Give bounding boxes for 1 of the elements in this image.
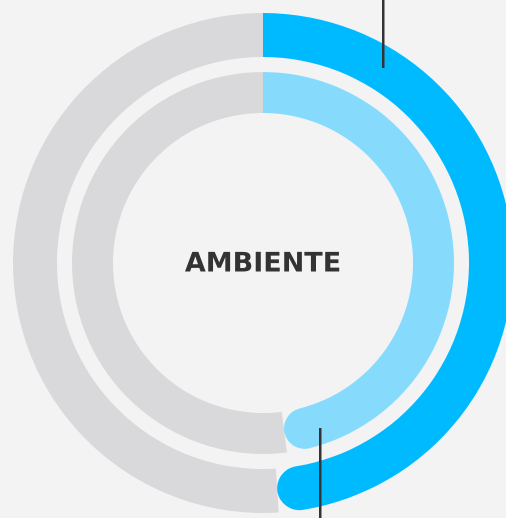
text: AMBIENTE bbox=[184, 248, 342, 278]
